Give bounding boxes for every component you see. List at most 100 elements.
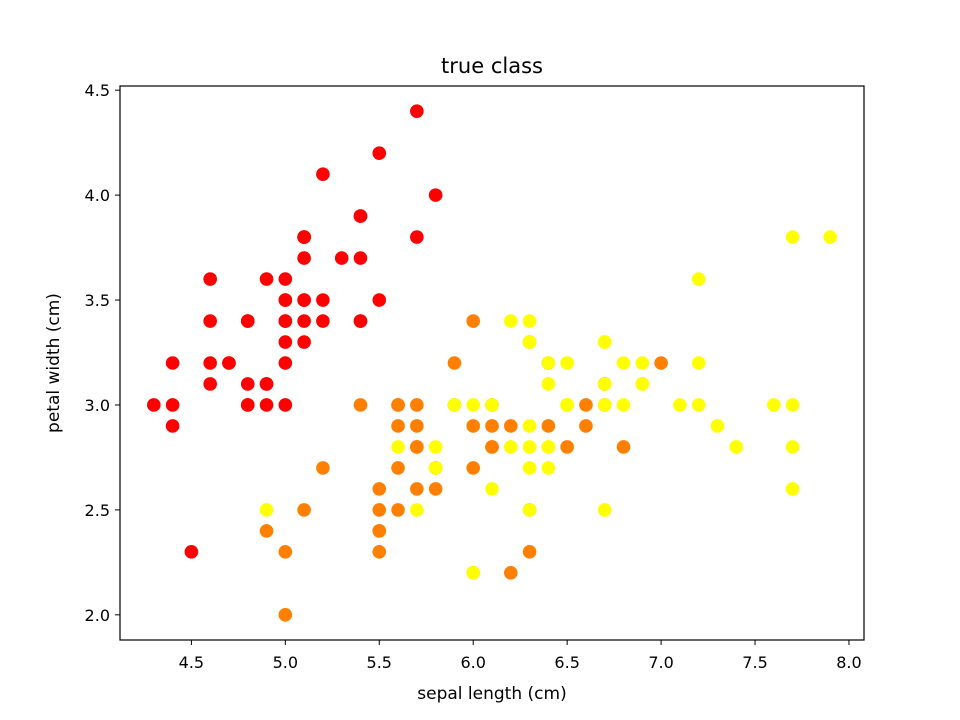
plot-frame bbox=[119, 85, 865, 641]
data-point bbox=[222, 356, 236, 370]
data-point bbox=[278, 293, 293, 307]
data-point bbox=[466, 419, 481, 433]
data-point bbox=[372, 146, 387, 160]
y-tick-label: 4.0 bbox=[85, 186, 110, 205]
data-point bbox=[240, 398, 255, 412]
data-point bbox=[522, 419, 537, 433]
data-point bbox=[203, 314, 217, 328]
data-point bbox=[316, 314, 330, 328]
data-point bbox=[391, 440, 405, 454]
data-point bbox=[372, 545, 387, 559]
data-point bbox=[259, 377, 274, 391]
x-tick-label: 5.0 bbox=[273, 653, 298, 672]
data-point bbox=[616, 398, 631, 412]
data-point bbox=[410, 104, 424, 118]
x-tick-label: 8.0 bbox=[836, 653, 861, 672]
data-point bbox=[428, 461, 443, 475]
data-point bbox=[353, 209, 368, 223]
data-point bbox=[240, 377, 255, 391]
x-tick-label: 7.0 bbox=[648, 653, 673, 672]
data-point bbox=[372, 524, 387, 538]
y-axis: 2.0 2.5 3.0 3.5 4.0 4.5 bbox=[85, 81, 120, 625]
points-layer bbox=[147, 104, 837, 622]
data-point bbox=[165, 419, 180, 433]
data-point bbox=[616, 356, 631, 370]
data-point bbox=[278, 335, 293, 349]
data-point bbox=[522, 545, 537, 559]
x-tick-label: 7.5 bbox=[742, 653, 767, 672]
data-point bbox=[297, 503, 311, 517]
data-point bbox=[240, 314, 255, 328]
data-point bbox=[597, 377, 612, 391]
y-tick-label: 2.5 bbox=[85, 501, 110, 520]
series-2 bbox=[259, 230, 837, 580]
data-point bbox=[316, 293, 330, 307]
data-point bbox=[316, 167, 330, 181]
data-point bbox=[410, 398, 424, 412]
data-point bbox=[823, 230, 837, 244]
data-point bbox=[485, 440, 499, 454]
data-point bbox=[560, 440, 574, 454]
data-point bbox=[541, 461, 556, 475]
data-point bbox=[353, 314, 368, 328]
data-point bbox=[503, 440, 518, 454]
data-point bbox=[297, 293, 311, 307]
data-point bbox=[297, 314, 311, 328]
data-point bbox=[334, 251, 349, 265]
data-point bbox=[278, 608, 293, 622]
data-point bbox=[278, 356, 293, 370]
data-point bbox=[466, 398, 481, 412]
data-point bbox=[785, 230, 800, 244]
data-point bbox=[391, 503, 405, 517]
x-axis-label: sepal length (cm) bbox=[417, 684, 566, 704]
data-point bbox=[203, 272, 217, 286]
data-point bbox=[410, 230, 424, 244]
data-point bbox=[616, 440, 631, 454]
data-point bbox=[503, 566, 518, 580]
data-point bbox=[353, 251, 368, 265]
data-point bbox=[654, 356, 668, 370]
data-point bbox=[785, 440, 800, 454]
data-point bbox=[278, 314, 293, 328]
data-point bbox=[203, 377, 217, 391]
data-point bbox=[691, 356, 706, 370]
data-point bbox=[428, 482, 443, 496]
data-point bbox=[466, 566, 481, 580]
data-point bbox=[691, 398, 706, 412]
y-tick-label: 3.5 bbox=[85, 291, 110, 310]
data-point bbox=[353, 398, 368, 412]
data-point bbox=[410, 503, 424, 517]
data-point bbox=[767, 398, 781, 412]
y-tick-label: 3.0 bbox=[85, 396, 110, 415]
data-point bbox=[485, 419, 499, 433]
data-point bbox=[259, 272, 274, 286]
data-point bbox=[485, 398, 499, 412]
y-tick-label: 2.0 bbox=[85, 606, 110, 625]
x-tick-label: 6.0 bbox=[460, 653, 485, 672]
x-tick-label: 6.5 bbox=[554, 653, 579, 672]
data-point bbox=[428, 440, 443, 454]
data-point bbox=[522, 461, 537, 475]
data-point bbox=[391, 398, 405, 412]
x-tick-label: 4.5 bbox=[179, 653, 204, 672]
data-point bbox=[278, 272, 293, 286]
data-point bbox=[184, 545, 199, 559]
data-point bbox=[522, 314, 537, 328]
data-point bbox=[391, 461, 405, 475]
data-point bbox=[522, 440, 537, 454]
data-point bbox=[635, 377, 650, 391]
data-point bbox=[147, 398, 161, 412]
data-point bbox=[560, 398, 574, 412]
data-point bbox=[259, 524, 274, 538]
chart-title: true class bbox=[441, 54, 543, 78]
data-point bbox=[485, 482, 499, 496]
data-point bbox=[391, 419, 405, 433]
data-point bbox=[635, 356, 650, 370]
data-point bbox=[447, 356, 462, 370]
data-point bbox=[372, 503, 387, 517]
data-point bbox=[785, 482, 800, 496]
series-0 bbox=[147, 104, 443, 559]
data-point bbox=[278, 398, 293, 412]
data-point bbox=[466, 314, 481, 328]
